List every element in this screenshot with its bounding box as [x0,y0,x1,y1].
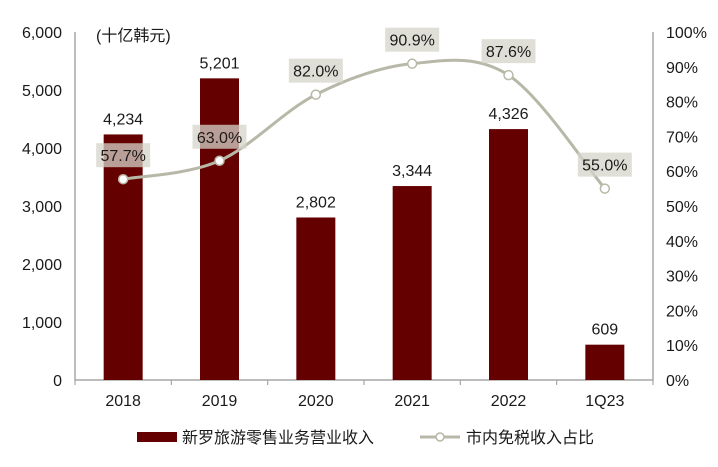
data-labels: 4,234 5,201 2,802 3,344 4,326 609 [103,55,618,338]
bar [585,344,625,380]
line-value-label: 55.0% [582,158,627,175]
right-tick-label: 60% [666,164,698,181]
legend-item-bar: 新罗旅游零售业务营业收入 [137,429,374,447]
x-category-label: 2022 [491,393,527,410]
line-value-label: 63.0% [197,130,242,147]
legend-bar-label: 新罗旅游零售业务营业收入 [182,429,374,447]
bar [200,78,239,380]
legend: 新罗旅游零售业务营业收入 市内免税收入占比 [137,429,594,447]
pct-label-box [577,152,632,177]
line-marker [503,69,514,81]
x-category-label: 2020 [298,393,334,410]
bar [392,186,432,380]
line-marker [599,183,611,194]
right-tick-label: 40% [666,234,698,251]
bar [103,134,143,380]
right-tick-label: 100% [666,25,707,42]
line-series: 57.7% 63.0% 82.0% 90.9% 87.6% 55.0% [96,27,632,194]
right-tick-label: 70% [666,129,698,146]
left-y-axis: 0 1,000 2,000 3,000 4,000 5,000 6,000 [22,25,76,390]
left-tick-label: 6,000 [22,25,62,42]
bar [489,129,528,380]
pct-label-box [96,143,151,168]
bar-value-label: 3,344 [392,163,432,180]
line-value-label: 82.0% [293,64,338,81]
left-tick-label: 2,000 [22,257,62,274]
x-category-label: 2021 [394,393,430,410]
legend-marker-icon [435,432,445,442]
line-value-label: 90.9% [389,33,434,50]
pct-label-box [192,124,247,149]
right-tick-label: 90% [666,60,698,77]
left-tick-label: 0 [53,373,62,390]
left-tick-label: 5,000 [22,83,62,100]
right-tick-label: 80% [666,95,698,112]
line-marker [117,173,129,185]
legend-bar-swatch-icon [137,432,177,442]
bar [296,217,336,380]
bar-value-label: 4,326 [488,106,528,123]
bar-value-label: 2,802 [296,194,336,211]
bar-value-label: 5,201 [199,55,239,72]
right-tick-label: 10% [666,338,698,355]
right-tick-label: 0% [666,373,689,390]
pct-label-box [481,39,536,64]
line-value-label: 87.6% [486,44,531,61]
bar-value-label: 4,234 [103,111,143,128]
pct-label-box [385,27,440,52]
right-tick-label: 20% [666,303,698,320]
bar-value-label: 609 [591,322,618,339]
pct-label-box [288,58,343,83]
left-tick-label: 4,000 [22,141,62,158]
left-tick-label: 3,000 [22,199,62,216]
line-marker [310,89,322,100]
bar-series [103,78,625,380]
right-tick-label: 30% [666,269,698,286]
unit-label: (十亿韩元) [96,27,171,45]
legend-line-label: 市内免税收入占比 [466,429,594,447]
x-axis: 2018 2019 2020 2021 2022 1Q23 [74,379,654,410]
legend-item-line: 市内免税收入占比 [420,429,594,447]
x-category-label: 2019 [202,393,238,410]
right-y-axis: 0% 10% 20% 30% 40% 50% 60% 70% 80% 90% 100% [652,25,707,390]
right-tick-label: 50% [666,199,698,216]
line-path [122,58,606,190]
line-marker [214,155,225,167]
line-value-label: 57.7% [100,148,145,165]
left-tick-label: 1,000 [22,315,62,332]
x-category-label: 2018 [105,393,141,410]
x-category-label: 1Q23 [585,393,624,410]
line-marker [406,58,418,69]
